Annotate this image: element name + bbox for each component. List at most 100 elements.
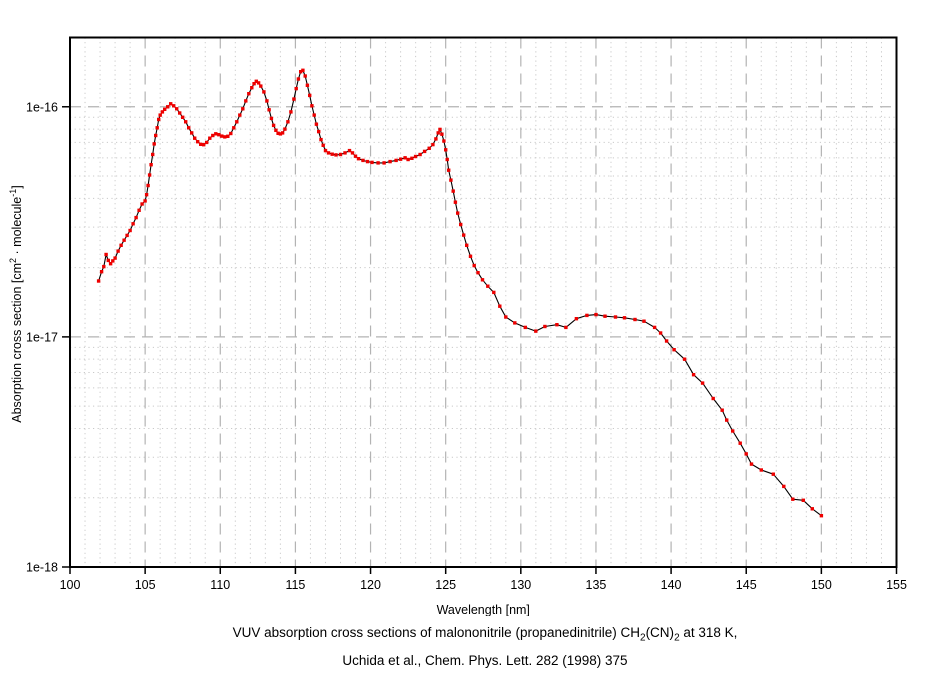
data-point-marker	[338, 152, 343, 157]
data-point-marker	[406, 157, 410, 162]
data-point-marker	[160, 110, 165, 114]
data-point-marker	[422, 149, 427, 154]
data-point-marker	[267, 108, 271, 112]
data-point-marker	[178, 111, 182, 115]
data-point-marker	[323, 148, 328, 153]
data-point-marker	[759, 468, 763, 472]
data-point-marker	[144, 193, 149, 197]
data-point-marker	[134, 215, 138, 220]
minor-gridlines	[70, 37, 897, 567]
data-point-marker	[235, 120, 239, 124]
data-point-marker	[321, 143, 325, 147]
data-point-marker	[301, 68, 305, 72]
axis-ticks	[62, 106, 898, 574]
data-point-marker	[146, 183, 150, 188]
data-point-marker	[214, 132, 218, 136]
data-point-marker	[771, 472, 775, 476]
data-point-marker	[664, 339, 669, 343]
x-tick-label: 135	[586, 578, 607, 592]
data-point-marker	[711, 396, 715, 401]
data-point-marker	[172, 104, 176, 108]
figure-caption: VUV absorption cross sections of malonon…	[36, 622, 934, 672]
data-point-marker	[633, 317, 637, 322]
data-point-marker	[303, 74, 307, 78]
data-point-marker	[193, 136, 197, 140]
data-point-marker	[294, 86, 298, 91]
data-point-marker	[131, 222, 135, 226]
data-point-marker	[113, 256, 117, 260]
data-point-marker	[462, 233, 466, 237]
data-point-marker	[163, 107, 167, 111]
data-point-marker	[476, 271, 480, 275]
data-point-marker	[451, 189, 455, 193]
data-point-marker	[658, 331, 663, 335]
text-segment: · molecule	[10, 196, 25, 258]
data-point-marker	[738, 441, 742, 445]
data-point-marker	[543, 324, 547, 329]
data-point-marker	[226, 134, 230, 138]
data-point-marker	[350, 151, 355, 155]
data-point-marker	[444, 148, 448, 152]
data-point-marker	[334, 153, 338, 157]
data-point-marker	[211, 133, 215, 138]
data-point-marker	[523, 325, 527, 330]
data-point-marker	[427, 146, 431, 150]
data-point-marker	[436, 131, 440, 135]
text-segment: 2	[8, 257, 18, 263]
data-point-marker	[122, 238, 126, 242]
data-point-marker	[370, 160, 374, 165]
data-point-marker	[585, 313, 589, 318]
data-point-marker	[140, 202, 144, 206]
data-point-marker	[465, 243, 469, 247]
data-point-marker	[262, 90, 266, 94]
x-tick-label: 150	[811, 578, 832, 592]
data-point-marker	[155, 126, 159, 130]
data-point-marker	[232, 126, 236, 130]
data-point-marker	[353, 154, 358, 158]
data-point-marker	[382, 161, 386, 165]
data-point-marker	[128, 228, 132, 233]
data-point-marker	[106, 258, 110, 263]
data-point-marker	[308, 93, 312, 98]
data-point-marker	[691, 373, 696, 377]
data-point-marker	[326, 151, 331, 155]
data-point-marker	[104, 252, 108, 257]
data-point-marker	[143, 199, 147, 203]
data-point-marker	[149, 163, 153, 167]
data-point-marker	[330, 152, 334, 156]
x-tick-label: 115	[285, 578, 305, 592]
data-point-marker	[223, 135, 227, 139]
data-point-marker	[252, 82, 256, 86]
data-point-marker	[278, 132, 283, 136]
text-segment: at 318 K,	[679, 625, 738, 640]
major-gridlines	[70, 37, 897, 567]
data-point-marker	[438, 127, 442, 132]
data-point-marker	[413, 154, 418, 159]
data-point-marker	[356, 157, 361, 161]
data-point-marker	[184, 120, 188, 124]
text-segment: ]	[10, 185, 25, 189]
data-point-marker	[196, 140, 200, 144]
data-point-marker	[152, 142, 156, 146]
data-point-marker	[299, 70, 303, 74]
data-point-marker	[274, 128, 278, 132]
data-point-marker	[241, 107, 245, 111]
data-point-marker	[289, 110, 293, 114]
data-point-marker	[791, 497, 795, 501]
text-segment: -1	[8, 188, 18, 197]
data-point-marker	[271, 123, 276, 128]
data-point-marker	[782, 484, 786, 489]
data-point-marker	[534, 329, 538, 333]
data-point-marker	[296, 77, 301, 81]
data-point-marker	[310, 104, 314, 108]
data-point-marker	[286, 120, 290, 124]
x-tick-label: 105	[135, 578, 156, 592]
data-point-marker	[283, 127, 287, 131]
data-point-marker	[166, 105, 170, 109]
data-point-marker	[181, 115, 185, 119]
text-segment: (CN)	[645, 625, 675, 640]
data-point-marker	[238, 113, 242, 117]
text-segment: 2	[674, 632, 680, 644]
data-point-marker	[603, 314, 607, 318]
data-point-marker	[555, 323, 559, 327]
